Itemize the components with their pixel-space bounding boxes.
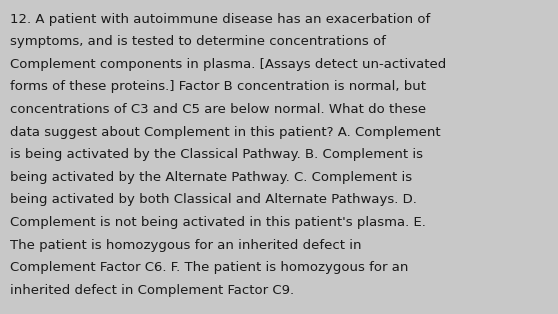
Text: Complement components in plasma. [Assays detect un-activated: Complement components in plasma. [Assays… xyxy=(10,58,446,71)
Text: symptoms, and is tested to determine concentrations of: symptoms, and is tested to determine con… xyxy=(10,35,386,48)
Text: is being activated by the Classical Pathway. B. Complement is: is being activated by the Classical Path… xyxy=(10,148,423,161)
Text: data suggest about Complement in this patient? A. Complement: data suggest about Complement in this pa… xyxy=(10,126,441,138)
Text: 12. A patient with autoimmune disease has an exacerbation of: 12. A patient with autoimmune disease ha… xyxy=(10,13,430,25)
Text: concentrations of C3 and C5 are below normal. What do these: concentrations of C3 and C5 are below no… xyxy=(10,103,426,116)
Text: The patient is homozygous for an inherited defect in: The patient is homozygous for an inherit… xyxy=(10,239,362,252)
Text: being activated by both Classical and Alternate Pathways. D.: being activated by both Classical and Al… xyxy=(10,193,417,206)
Text: being activated by the Alternate Pathway. C. Complement is: being activated by the Alternate Pathway… xyxy=(10,171,412,184)
Text: inherited defect in Complement Factor C9.: inherited defect in Complement Factor C9… xyxy=(10,284,294,297)
Text: Complement is not being activated in this patient's plasma. E.: Complement is not being activated in thi… xyxy=(10,216,426,229)
Text: forms of these proteins.] Factor B concentration is normal, but: forms of these proteins.] Factor B conce… xyxy=(10,80,426,93)
Text: Complement Factor C6. F. The patient is homozygous for an: Complement Factor C6. F. The patient is … xyxy=(10,261,408,274)
